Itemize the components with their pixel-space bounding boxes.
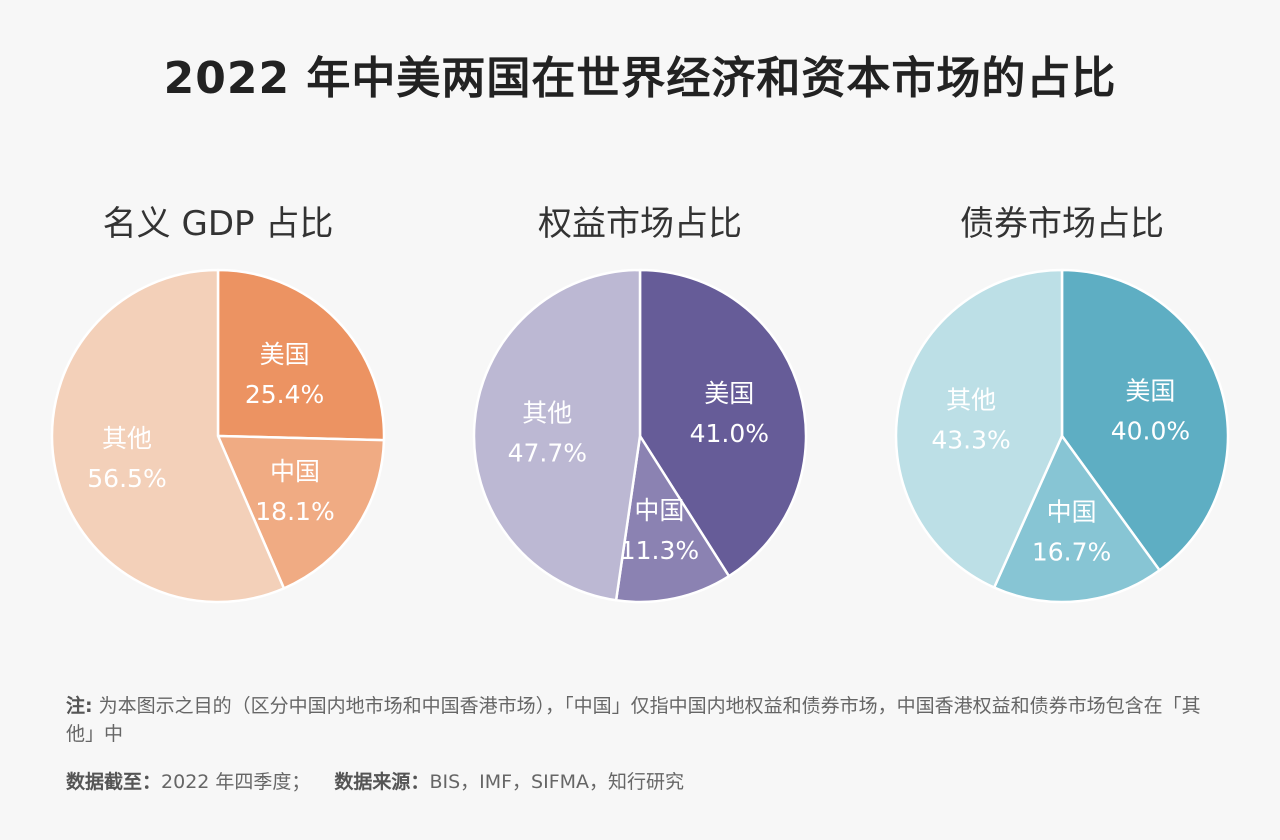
slice-value-other: 56.5% <box>87 464 166 493</box>
slice-label-cn: 中国 <box>634 496 684 525</box>
pie-slice-us <box>216 268 386 442</box>
slice-value-cn: 18.1% <box>255 497 334 526</box>
equity-chart-title: 权益市场占比 <box>538 204 742 244</box>
bond-pie-chart: 美国 40.0% 中国 16.7% 其他 43.3% <box>894 268 1230 604</box>
equity-pie-chart: 美国 41.0% 中国 11.3% 其他 47.7% <box>472 268 808 604</box>
slice-label-other: 其他 <box>522 398 572 427</box>
source-line: 数据截至：2022 年四季度； 数据来源：BIS，IMF，SIFMA，知行研究 <box>66 768 1216 796</box>
bond-chart-title: 债券市场占比 <box>960 204 1164 244</box>
slice-label-us: 美国 <box>260 340 310 369</box>
footnote: 注: 为本图示之目的（区分中国内地市场和中国香港市场），「中国」仅指中国内地权益… <box>66 692 1216 748</box>
slice-value-other: 47.7% <box>508 438 587 467</box>
footnote-label: 注: <box>66 695 93 717</box>
pie-slice-other <box>472 268 642 602</box>
slice-label-other: 其他 <box>946 386 996 415</box>
page-title: 2022 年中美两国在世界经济和资本市场的占比 <box>163 53 1117 104</box>
data-date-value: 2022 年四季度； <box>161 771 311 793</box>
data-source-label: 数据来源： <box>334 771 430 793</box>
pie-slice-other <box>50 268 286 604</box>
pie-slice-cn <box>216 434 386 590</box>
slice-value-us: 25.4% <box>245 380 324 409</box>
slice-label-cn: 中国 <box>1047 498 1097 527</box>
slice-value-us: 41.0% <box>690 419 769 448</box>
slice-value-cn: 11.3% <box>620 536 699 565</box>
slice-value-other: 43.3% <box>931 426 1010 455</box>
data-source-value: BIS，IMF，SIFMA，知行研究 <box>429 771 685 793</box>
slice-label-cn: 中国 <box>270 457 320 486</box>
pie-slice-us <box>1060 268 1230 572</box>
slice-label-us: 美国 <box>704 379 754 408</box>
pie-slice-cn <box>992 434 1161 604</box>
slice-value-us: 40.0% <box>1111 416 1190 445</box>
slice-label-other: 其他 <box>102 424 152 453</box>
footnote-text: 为本图示之目的（区分中国内地市场和中国香港市场），「中国」仅指中国内地权益和债券… <box>66 695 1201 745</box>
gdp-chart-title: 名义 GDP 占比 <box>102 204 334 244</box>
gdp-pie-chart: 美国 25.4% 中国 18.1% 其他 56.5% <box>50 268 386 604</box>
pie-slice-cn <box>614 434 731 604</box>
pie-slice-other <box>894 268 1064 589</box>
slice-value-cn: 16.7% <box>1032 538 1111 567</box>
data-date-label: 数据截至： <box>66 771 162 793</box>
slice-label-us: 美国 <box>1125 376 1175 405</box>
